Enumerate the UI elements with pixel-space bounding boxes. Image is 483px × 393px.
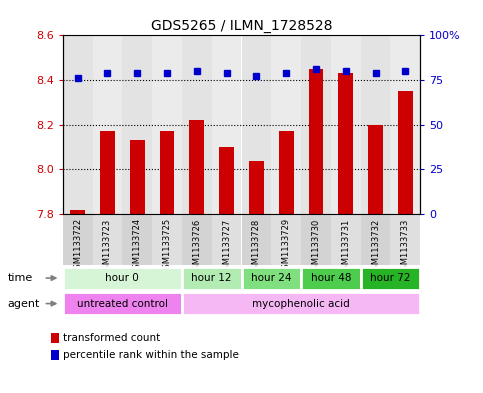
Bar: [182, 35, 212, 214]
Text: GSM1133733: GSM1133733: [401, 218, 410, 275]
Text: mycophenolic acid: mycophenolic acid: [252, 299, 350, 309]
Bar: [189, 120, 204, 214]
Bar: [331, 35, 361, 214]
Bar: [242, 214, 271, 265]
Bar: [219, 147, 234, 214]
Text: GSM1133730: GSM1133730: [312, 218, 320, 275]
Bar: [182, 266, 242, 290]
Bar: [182, 292, 420, 315]
Text: time: time: [7, 273, 32, 283]
Text: untreated control: untreated control: [77, 299, 168, 309]
Text: hour 0: hour 0: [105, 273, 139, 283]
Bar: [130, 140, 145, 214]
Bar: [212, 214, 242, 265]
Bar: [331, 214, 361, 265]
Bar: [368, 125, 383, 214]
Title: GDS5265 / ILMN_1728528: GDS5265 / ILMN_1728528: [151, 19, 332, 33]
Text: hour 12: hour 12: [191, 273, 232, 283]
Bar: [309, 69, 324, 214]
Bar: [182, 214, 212, 265]
Bar: [63, 266, 182, 290]
Text: GSM1133724: GSM1133724: [133, 218, 142, 274]
Text: transformed count: transformed count: [63, 333, 160, 343]
Bar: [93, 35, 122, 214]
Bar: [63, 214, 93, 265]
Bar: [63, 35, 93, 214]
Bar: [152, 35, 182, 214]
Text: GSM1133725: GSM1133725: [163, 218, 171, 274]
Bar: [390, 35, 420, 214]
Bar: [301, 35, 331, 214]
Bar: [122, 35, 152, 214]
Bar: [390, 214, 420, 265]
Text: GSM1133726: GSM1133726: [192, 218, 201, 275]
Text: GSM1133727: GSM1133727: [222, 218, 231, 275]
Bar: [361, 35, 390, 214]
Text: GSM1133728: GSM1133728: [252, 218, 261, 275]
Text: agent: agent: [7, 299, 40, 309]
Text: GSM1133729: GSM1133729: [282, 218, 291, 274]
Bar: [63, 292, 182, 315]
Bar: [122, 214, 152, 265]
Bar: [249, 161, 264, 214]
Bar: [242, 35, 271, 214]
Bar: [100, 132, 115, 214]
Text: GSM1133723: GSM1133723: [103, 218, 112, 275]
Bar: [301, 266, 361, 290]
Bar: [93, 214, 122, 265]
Bar: [361, 266, 420, 290]
Text: GSM1133731: GSM1133731: [341, 218, 350, 275]
Bar: [398, 91, 413, 214]
Text: percentile rank within the sample: percentile rank within the sample: [63, 350, 239, 360]
Text: GSM1133722: GSM1133722: [73, 218, 82, 274]
Bar: [271, 35, 301, 214]
Bar: [212, 35, 242, 214]
Bar: [70, 210, 85, 214]
Bar: [361, 214, 390, 265]
Bar: [242, 266, 301, 290]
Bar: [152, 214, 182, 265]
Bar: [338, 73, 353, 214]
Text: hour 24: hour 24: [251, 273, 292, 283]
Bar: [279, 132, 294, 214]
Bar: [271, 214, 301, 265]
Text: hour 72: hour 72: [370, 273, 411, 283]
Bar: [301, 214, 331, 265]
Text: hour 48: hour 48: [311, 273, 351, 283]
Text: GSM1133732: GSM1133732: [371, 218, 380, 275]
Bar: [159, 132, 174, 214]
